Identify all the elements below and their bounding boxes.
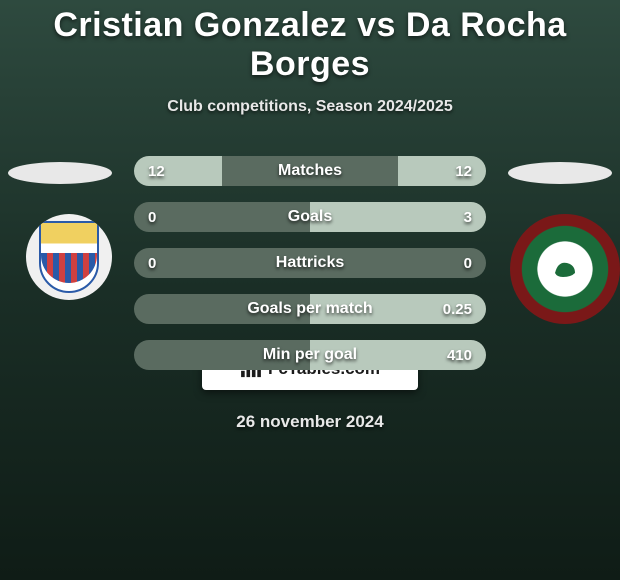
- stat-label: Goals: [288, 208, 332, 226]
- stat-label: Matches: [278, 162, 342, 180]
- stat-value-left: 12: [148, 163, 188, 180]
- comparison-title: Cristian Gonzalez vs Da Rocha Borges: [0, 0, 620, 84]
- stat-row: Goals per match 0.25: [134, 294, 486, 324]
- stat-value-left: 0: [148, 209, 188, 226]
- stat-value-right: 12: [432, 163, 472, 180]
- maritimo-crest: [535, 239, 595, 299]
- stat-row: 0 Hattricks 0: [134, 248, 486, 278]
- club-badge-left: [26, 214, 112, 300]
- feirense-crest: [39, 221, 99, 293]
- stat-value-right: 0: [432, 255, 472, 272]
- club-badge-right: [510, 214, 620, 324]
- stat-value-right: 0.25: [432, 301, 472, 318]
- stats-container: 12 Matches 12 0 Goals 3 0 Hattricks 0 Goals per m…: [134, 156, 486, 386]
- stat-value-left: 0: [148, 255, 188, 272]
- stat-row: 12 Matches 12: [134, 156, 486, 186]
- stat-label: Goals per match: [247, 300, 372, 318]
- comparison-subtitle: Club competitions, Season 2024/2025: [0, 98, 620, 116]
- crest-stripes: [41, 253, 97, 283]
- stat-label: Min per goal: [263, 346, 357, 364]
- stat-row: Min per goal 410: [134, 340, 486, 370]
- stat-value-right: 410: [432, 347, 472, 364]
- player-right-ellipse: [508, 162, 612, 184]
- stat-label: Hattricks: [276, 254, 344, 272]
- stat-row: 0 Goals 3: [134, 202, 486, 232]
- comparison-date: 26 november 2024: [0, 412, 620, 432]
- stat-value-right: 3: [432, 209, 472, 226]
- player-left-ellipse: [8, 162, 112, 184]
